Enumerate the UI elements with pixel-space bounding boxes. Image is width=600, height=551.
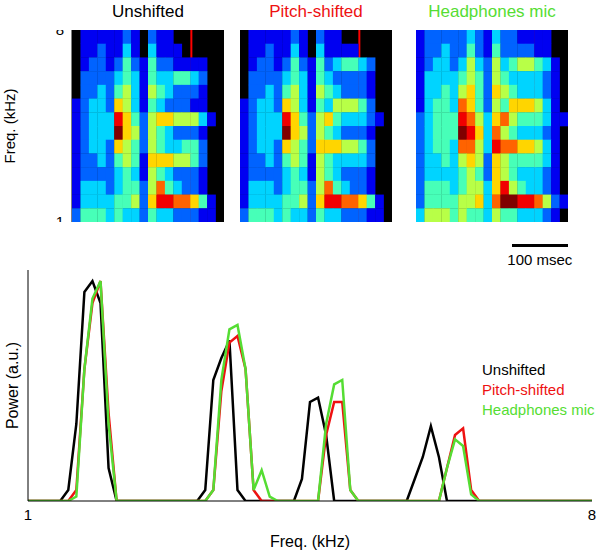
svg-text:8: 8 [56, 30, 64, 38]
svg-text:Freq. (kHz): Freq. (kHz) [8, 88, 18, 163]
svg-text:1: 1 [56, 213, 64, 222]
html-text:Pitch-shifted: Pitch-shifted [482, 381, 565, 398]
html-text:100 msec: 100 msec [507, 251, 573, 268]
svg-text:Power (a.u.): Power (a.u.) [8, 342, 21, 429]
html-text:Pitch-shifted: Pitch-shifted [269, 2, 363, 21]
svg-text:Freq. (kHz): Freq. (kHz) [270, 533, 350, 550]
svg-text:1: 1 [24, 506, 32, 523]
svg-text:8: 8 [588, 506, 592, 523]
html-text:Unshifted: Unshifted [112, 2, 184, 21]
html-text:Headphones mic: Headphones mic [482, 401, 595, 418]
html-text:Unshifted: Unshifted [482, 361, 546, 378]
html-text:Headphones mic: Headphones mic [428, 2, 556, 21]
